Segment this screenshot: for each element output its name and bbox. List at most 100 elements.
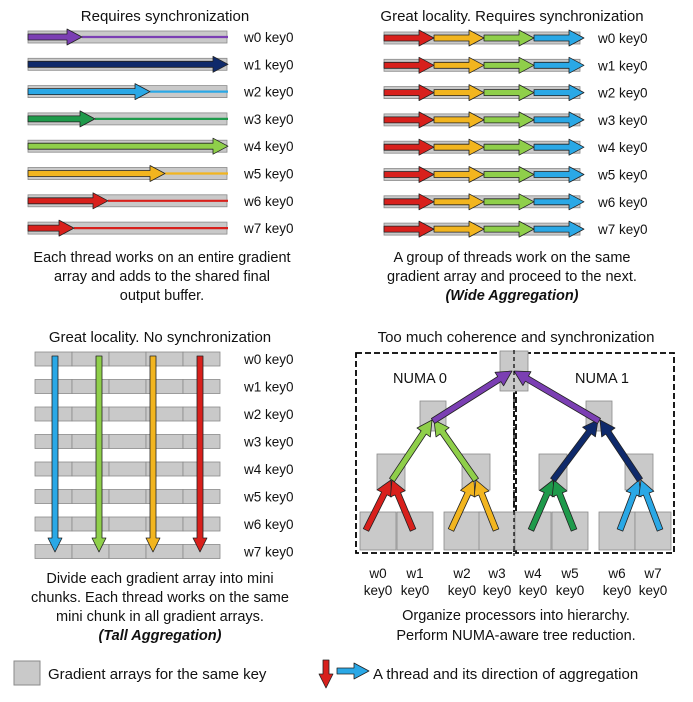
panel-d-key-label: key0 [401, 583, 430, 598]
panel-d-tree-arrow-shape [599, 419, 643, 483]
panel-b-thread-arrow-shape [483, 84, 535, 101]
panel-a-row: w7 key0 [27, 219, 294, 237]
panel-c-row: w7 key0 [34, 544, 294, 560]
panel-b-thread-arrow [383, 138, 435, 156]
panel-d: Too much coherence and synchronization N… [355, 329, 675, 644]
panel-b-thread-arrow [533, 29, 585, 47]
panel-c-row: w1 key0 [34, 379, 294, 395]
panel-c-row-label: w3 key0 [243, 435, 294, 450]
panel-b: Great locality. Requires synchronization… [380, 8, 647, 304]
panel-c-mini-chunk [108, 351, 147, 367]
panel-b-row: w7 key0 [383, 220, 648, 238]
panel-a-row: w4 key0 [27, 137, 294, 155]
panel-b-caption-line-1: A group of threads work on the same [394, 250, 631, 266]
panel-d-worker-label: w1 [405, 566, 423, 581]
numa-0-boundary [355, 352, 515, 554]
legend-block-label: Gradient arrays for the same key [48, 666, 267, 683]
panel-b-thread-arrow-shape [433, 56, 485, 74]
panel-b-thread-arrow [383, 166, 435, 183]
panel-d-key-label: key0 [639, 583, 668, 598]
panel-b-thread-arrow-shape [533, 138, 585, 156]
panel-d-tree-arrow [616, 479, 642, 532]
panel-c-row: w4 key0 [34, 461, 294, 477]
legend-arrow-label: A thread and its direction of aggregatio… [373, 666, 638, 683]
panel-c-row-label: w1 key0 [243, 380, 294, 395]
panel-a-row-label: w2 key0 [243, 85, 294, 100]
panel-b-thread-arrow [533, 56, 585, 74]
panel-a-row: w5 key0 [27, 165, 294, 182]
panel-d-tree-arrow [551, 479, 578, 532]
panel-a-thread-arrow-shape [27, 83, 151, 100]
numa-1-label: NUMA 1 [575, 371, 629, 387]
panel-a-thread-arrow-shape [27, 110, 96, 128]
panel-a-caption-line-1: Each thread works on an entire gradient [33, 250, 290, 266]
panel-b-thread-arrow-shape [483, 220, 535, 238]
panel-a-row: w0 key0 [27, 28, 294, 46]
panel-c-row-label: w5 key0 [243, 490, 294, 505]
panel-c-row-label: w4 key0 [243, 462, 294, 477]
panel-d-worker-label: w7 [643, 566, 661, 581]
panel-b-thread-arrow-shape [433, 193, 485, 211]
panel-b-row: w5 key0 [383, 166, 648, 183]
panel-b-thread-arrow [383, 111, 435, 129]
panel-b-thread-arrow-shape [483, 193, 535, 211]
panel-b-title: Great locality. Requires synchronization [380, 8, 643, 25]
panel-d-tree-arrow [430, 370, 513, 424]
panel-b-thread-arrow-shape [383, 29, 435, 47]
panel-a-row-label: w6 key0 [243, 194, 294, 209]
panel-c-thread-arrow [47, 355, 63, 553]
panel-c-title: Great locality. No synchronization [49, 329, 271, 346]
panel-b-thread-arrow [383, 84, 435, 101]
panel-a-thread-arrow [27, 219, 75, 237]
panel-b-thread-arrow-shape [383, 193, 435, 211]
panel-b-thread-arrow-shape [533, 84, 585, 101]
panel-d-gradient-block [396, 511, 434, 551]
panel-d-key-label: key0 [448, 583, 477, 598]
legend-red-thread-arrow-icon [318, 659, 334, 689]
panel-b-row: w2 key0 [383, 84, 648, 101]
panel-b-thread-arrow-shape [433, 220, 485, 238]
panel-c-mini-chunk [71, 489, 110, 504]
panel-b-thread-arrow-shape [533, 29, 585, 47]
panel-a-thread-arrow-shape [27, 165, 166, 182]
panel-b-thread-arrow [433, 56, 485, 74]
panel-c-thread-arrow [145, 355, 161, 553]
panel-b-thread-arrow [383, 193, 435, 211]
panel-b-thread-arrow [383, 29, 435, 47]
panel-a-thread-arrow-shape [27, 192, 109, 210]
panel-d-tree-arrow [389, 479, 417, 532]
panel-c-mini-chunk [108, 489, 147, 504]
panel-d-tree-arrow [599, 419, 643, 483]
panel-d-title: Too much coherence and synchronization [378, 329, 655, 346]
panel-d-tree-arrow-shape [389, 419, 433, 483]
panel-c-caption-line-3: mini chunk in all gradient arrays. [56, 609, 264, 625]
legend: Gradient arrays for the same key A threa… [13, 659, 638, 689]
panel-c-mini-chunk [71, 379, 110, 394]
panel-b-thread-arrow-shape [383, 166, 435, 183]
panel-a: Requires synchronization w0 key0 w1 key0 w… [27, 8, 294, 304]
panel-a-row-label: w7 key0 [243, 221, 294, 236]
panel-c-row-label: w2 key0 [243, 407, 294, 422]
panel-a-row-label: w0 key0 [243, 30, 294, 45]
panel-d-worker-label: w5 [560, 566, 578, 581]
panel-d-tree-arrow-shape [473, 479, 500, 532]
panel-b-row-label: w2 key0 [597, 86, 648, 101]
panel-b-thread-arrow-shape [433, 84, 485, 101]
panel-b-thread-arrow [533, 111, 585, 129]
panel-b-thread-arrow-shape [533, 193, 585, 211]
panel-b-thread-arrow-shape [533, 56, 585, 74]
panel-d-tree-arrow-shape [550, 419, 599, 483]
panel-b-thread-arrow [433, 84, 485, 101]
panel-c-row: w2 key0 [34, 406, 294, 422]
panel-b-row: w1 key0 [383, 56, 648, 74]
panel-c-mini-chunk [108, 406, 147, 422]
panel-d-tree-arrow-shape [447, 479, 476, 532]
panel-c-row: w0 key0 [34, 351, 294, 367]
panel-b-thread-arrow [533, 166, 585, 183]
panel-c-mini-chunk [108, 379, 147, 394]
panel-b-thread-arrow [483, 220, 535, 238]
panel-a-row: w2 key0 [27, 83, 294, 100]
panel-b-row: w4 key0 [383, 138, 648, 156]
panel-d-worker-label: w0 [368, 566, 386, 581]
panel-c-caption-line-2: chunks. Each thread works on the same [31, 590, 289, 606]
